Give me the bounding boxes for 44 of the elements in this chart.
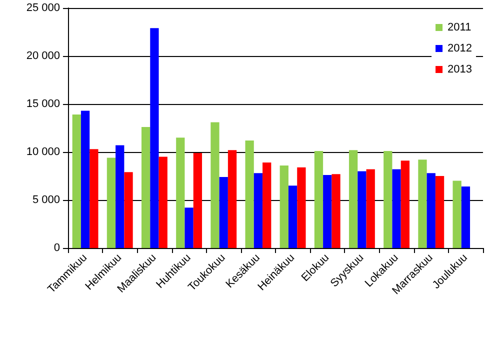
legend-label: 2011: [448, 22, 472, 34]
bar: [158, 156, 168, 248]
bar: [72, 114, 81, 248]
y-tick-label: 0: [54, 242, 60, 254]
bar: [80, 110, 90, 248]
bar: [297, 167, 306, 248]
bar: [348, 150, 358, 248]
y-tick-label: 20 000: [26, 50, 60, 62]
bar: [384, 151, 392, 248]
bar: [461, 186, 470, 248]
bar: [219, 176, 228, 248]
bar: [176, 138, 185, 248]
bar: [323, 175, 332, 248]
bar: [116, 145, 124, 248]
bar: [124, 172, 133, 248]
bar: [90, 149, 98, 248]
bar: [184, 208, 194, 248]
bar: [141, 127, 150, 248]
bar: [314, 151, 324, 248]
y-tick-label: 25 000: [26, 2, 60, 14]
bar: [332, 174, 340, 248]
bar: [452, 180, 462, 248]
legend-label: 2012: [448, 42, 472, 54]
bar: [288, 186, 298, 248]
bar: [418, 160, 427, 248]
bar: [150, 28, 159, 248]
bar: [210, 122, 220, 248]
bar: [254, 173, 263, 248]
bar: [392, 169, 401, 248]
bar: [193, 152, 202, 248]
legend-label: 2013: [448, 64, 472, 76]
bar: [400, 160, 410, 248]
bar: [358, 171, 366, 248]
bar: [228, 150, 237, 248]
bar: [280, 165, 288, 248]
bar: [262, 162, 272, 248]
bar: [435, 176, 444, 248]
bar: [106, 158, 116, 248]
bar: [366, 169, 375, 248]
bar: [245, 140, 254, 248]
y-tick-label: 5 000: [32, 194, 60, 206]
y-tick-label: 10 000: [26, 146, 60, 158]
bar: [426, 173, 436, 248]
y-tick-label: 15 000: [26, 98, 60, 110]
